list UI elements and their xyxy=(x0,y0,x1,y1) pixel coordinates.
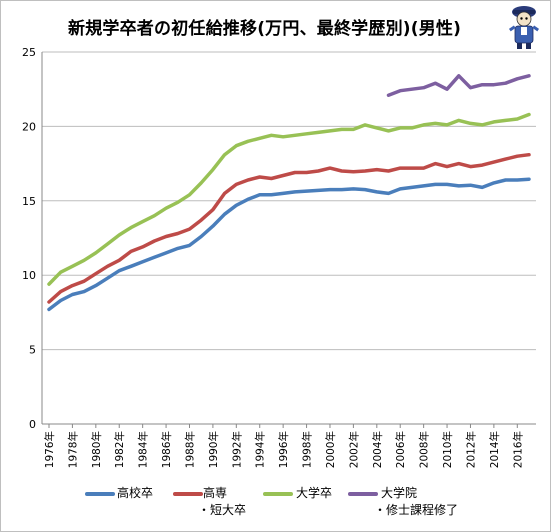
y-tick-label: 0 xyxy=(29,418,36,431)
x-tick-label: 1986年 xyxy=(160,431,173,468)
legend-swatch-university xyxy=(263,492,293,496)
y-tick-labels: 0 5 10 15 20 25 xyxy=(22,46,36,431)
y-tick-label: 25 xyxy=(22,46,36,59)
series-line-2 xyxy=(47,112,531,286)
x-tick-label: 1998年 xyxy=(301,431,314,468)
x-tick-label: 1990年 xyxy=(207,431,220,468)
x-tick-label: 2008年 xyxy=(418,431,431,468)
legend-label-technical: 高専 xyxy=(203,486,228,500)
x-tick-label: 2012年 xyxy=(464,431,477,468)
x-tick-label: 2002年 xyxy=(347,431,360,468)
series-line-1 xyxy=(47,152,531,304)
legend-label-university: 大学卒 xyxy=(296,486,333,500)
chart-title: 新規学卒者の初任給推移(万円、最終学歴別)(男性) xyxy=(68,19,462,39)
legend-label-graduate: 大学院 xyxy=(381,486,418,500)
legend-label-graduate-2: ・修士課程修了 xyxy=(374,503,459,517)
x-tick-labels: 1976年 1978年 1980年 1982年 1984年 1986年 1988年 1990年… xyxy=(43,431,524,468)
series-line-0 xyxy=(47,177,531,312)
x-tick-label: 1982年 xyxy=(113,431,126,468)
gridlines xyxy=(42,51,536,351)
legend-swatch-technical xyxy=(173,492,203,496)
y-tick-label: 5 xyxy=(29,344,36,357)
x-tick-label: 2016年 xyxy=(511,431,524,468)
legend-swatch-graduate xyxy=(348,492,378,496)
legend-label-highschool: 高校卒 xyxy=(117,486,154,500)
legend-label-technical-2: ・短大卒 xyxy=(198,503,247,517)
mascot-icon xyxy=(508,6,540,49)
x-tick-label: 2014年 xyxy=(488,431,501,468)
y-tick-label: 10 xyxy=(22,269,36,282)
x-tick-label: 1988年 xyxy=(183,431,196,468)
x-tick-label: 2000年 xyxy=(324,431,337,468)
y-tick-label: 15 xyxy=(22,195,36,208)
x-tick-label: 1994年 xyxy=(254,431,267,468)
series-line-3 xyxy=(386,74,531,97)
y-tick-label: 20 xyxy=(22,120,36,133)
x-tick-label: 2010年 xyxy=(441,431,454,468)
x-tick-label: 2004年 xyxy=(371,431,384,468)
x-tick-label: 1980年 xyxy=(90,431,103,468)
axes xyxy=(41,52,536,428)
x-tick-label: 1996年 xyxy=(277,431,290,468)
legend-swatch-highschool xyxy=(85,492,115,496)
x-tick-label: 1976年 xyxy=(43,431,56,468)
x-tick-label: 2006年 xyxy=(394,431,407,468)
series-lines xyxy=(47,74,531,312)
x-tick-label: 1978年 xyxy=(66,431,79,468)
x-tick-label: 1984年 xyxy=(137,431,150,468)
x-tick-label: 1992年 xyxy=(230,431,243,468)
